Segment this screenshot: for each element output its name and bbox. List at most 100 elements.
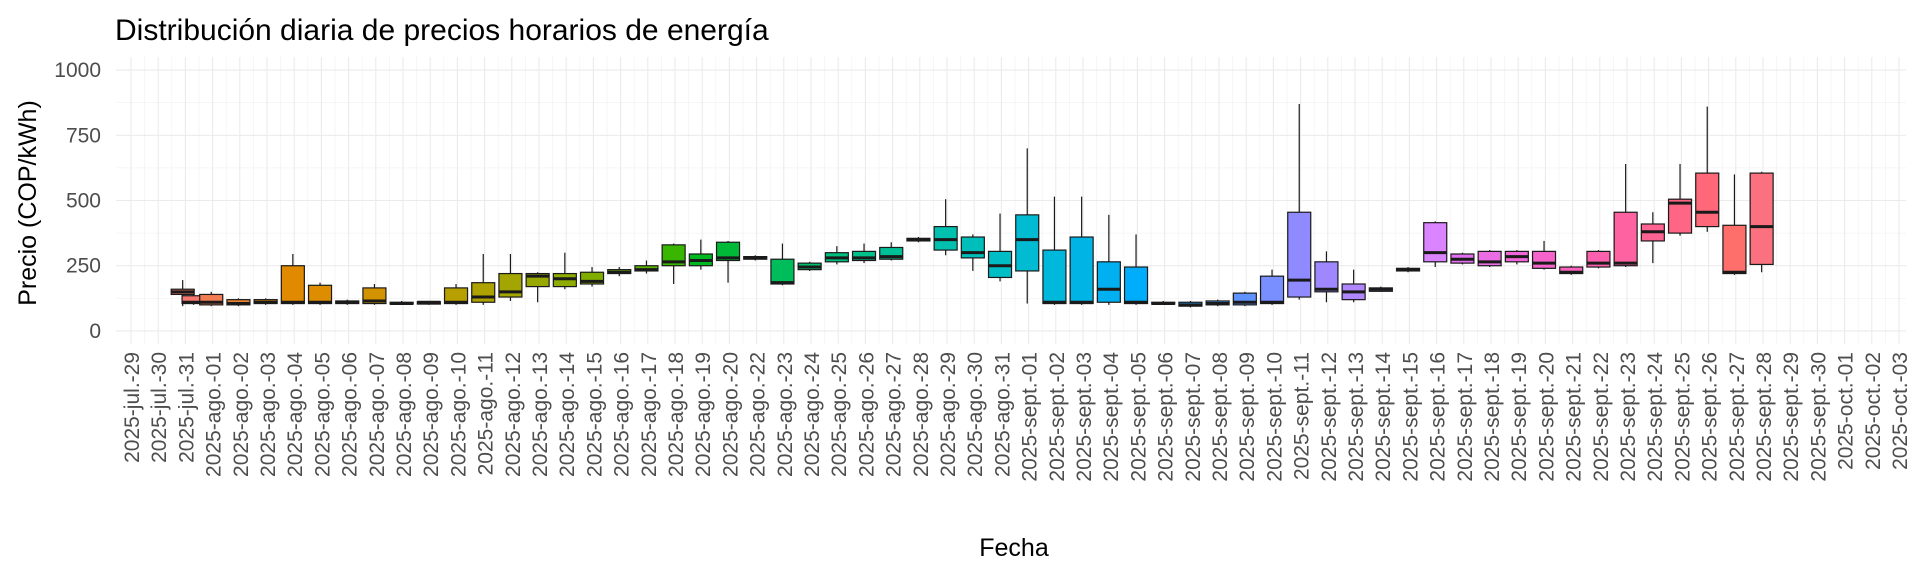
box-iqr — [1667, 198, 1693, 234]
x-tick-label: 2025-sept.-22 — [1590, 352, 1613, 482]
x-tick-label: 2025-ago.-11 — [475, 352, 498, 475]
box — [1069, 196, 1094, 305]
box — [1287, 103, 1312, 300]
box-iqr — [1069, 236, 1094, 305]
y-axis-tick-labels: 0 250 500 750 1000 — [54, 59, 101, 343]
box — [226, 298, 251, 307]
x-tick-label: 2025-sept.-25 — [1671, 352, 1694, 482]
x-tick-label: 2025-oct.-01 — [1835, 352, 1858, 470]
box-iqr — [579, 271, 605, 285]
box-iqr — [1695, 172, 1720, 228]
box-iqr — [1123, 266, 1149, 305]
box — [1586, 250, 1611, 269]
x-tick-label: 2025-ago.-27 — [883, 352, 906, 477]
box-iqr — [199, 293, 224, 306]
box — [1232, 291, 1257, 307]
box-iqr — [1096, 261, 1121, 303]
box — [1205, 299, 1230, 307]
x-tick-label: 2025-sept.-28 — [1753, 352, 1776, 482]
box — [851, 243, 877, 264]
box — [579, 267, 605, 287]
box — [1123, 234, 1149, 305]
box — [906, 237, 931, 243]
box-iqr — [471, 282, 496, 303]
x-tick-label: 2025-sept.-13 — [1345, 352, 1368, 482]
x-tick-label: 2025-sept.-08 — [1209, 352, 1232, 482]
box-iqr — [770, 258, 795, 285]
box — [933, 199, 958, 256]
box — [715, 240, 741, 283]
box — [987, 213, 1013, 282]
x-tick-label: 2025-sept.-20 — [1535, 352, 1558, 482]
x-tick-label: 2025-ago.-17 — [638, 352, 661, 477]
box-iqr — [280, 265, 305, 305]
x-tick-label: 2025-sept.-06 — [1155, 352, 1178, 482]
box — [1640, 212, 1665, 264]
x-tick-label: 2025-ago.-10 — [447, 352, 470, 477]
x-tick-label: 2025-ago.-30 — [964, 352, 987, 477]
box-iqr — [1613, 211, 1638, 267]
box — [416, 300, 441, 305]
box-iqr — [1749, 172, 1774, 266]
chart-title: Distribución diaria de precios horarios … — [115, 14, 769, 47]
box-iqr — [1259, 275, 1285, 305]
box — [552, 252, 577, 290]
box — [1368, 286, 1393, 292]
box — [1504, 250, 1529, 265]
box — [688, 239, 713, 270]
x-tick-label: 2025-sept.-04 — [1100, 352, 1123, 482]
x-tick-label: 2025-ago.-29 — [937, 352, 960, 477]
box — [824, 246, 849, 265]
y-tick-label: 0 — [89, 320, 101, 343]
x-tick-label: 2025-sept.-18 — [1481, 352, 1504, 482]
box — [1749, 171, 1774, 273]
box-iqr — [879, 246, 904, 260]
x-tick-label: 2025-sept.-01 — [1019, 352, 1042, 482]
box — [1314, 251, 1339, 303]
box — [1042, 196, 1067, 305]
box — [1667, 163, 1693, 236]
box — [743, 255, 768, 261]
x-tick-label: 2025-jul.-29 — [121, 352, 144, 463]
box — [307, 282, 333, 305]
box-iqr — [1423, 222, 1448, 263]
x-tick-label: 2025-ago.-01 — [203, 352, 226, 477]
boxplot-boxes — [170, 103, 1774, 308]
box — [389, 300, 414, 306]
x-tick-label: 2025-ago.-15 — [583, 352, 606, 477]
x-tick-label: 2025-ago.-22 — [747, 352, 770, 477]
x-tick-label: 2025-sept.-15 — [1399, 352, 1422, 482]
box-iqr — [498, 272, 523, 298]
box — [1722, 174, 1747, 275]
box-iqr — [1586, 250, 1611, 268]
box — [280, 253, 305, 305]
box — [1450, 252, 1475, 265]
x-tick-label: 2025-sept.-24 — [1644, 352, 1667, 482]
x-tick-label: 2025-ago.-16 — [611, 352, 634, 477]
box — [1559, 265, 1584, 275]
box — [1423, 221, 1448, 268]
x-axis-tick-labels: 2025-jul.-29 2025-jul.-30 2025-jul.-31 2025… — [121, 352, 1912, 482]
box — [1015, 148, 1040, 304]
x-tick-label: 2025-jul.-30 — [148, 352, 171, 463]
x-tick-label: 2025-sept.-19 — [1508, 352, 1531, 482]
y-axis-title: Precio (COP/kWh) — [14, 100, 42, 306]
x-tick-label: 2025-sept.-29 — [1780, 352, 1803, 482]
x-axis-title: Fecha — [979, 534, 1049, 562]
box — [1395, 267, 1421, 273]
x-tick-label: 2025-ago.-25 — [828, 352, 851, 477]
y-tick-label: 750 — [66, 124, 101, 147]
box — [1259, 269, 1285, 305]
x-tick-label: 2025-ago.-07 — [366, 352, 389, 477]
x-tick-label: 2025-ago.-09 — [420, 352, 443, 477]
x-tick-label: 2025-sept.-26 — [1699, 352, 1722, 482]
box-iqr — [1722, 224, 1747, 275]
x-tick-label: 2025-sept.-02 — [1046, 352, 1069, 482]
x-tick-label: 2025-sept.-16 — [1427, 352, 1450, 482]
x-tick-label: 2025-oct.-03 — [1889, 352, 1912, 470]
box — [1341, 269, 1366, 303]
x-tick-label: 2025-sept.-21 — [1563, 352, 1586, 482]
x-tick-label: 2025-ago.-19 — [692, 352, 715, 477]
x-tick-label: 2025-ago.-02 — [230, 352, 253, 477]
